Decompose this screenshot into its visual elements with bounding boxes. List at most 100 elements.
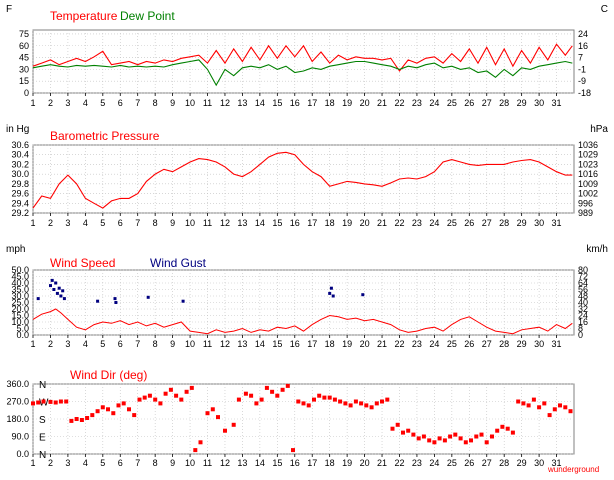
pressure-x-tick-label: 14 [255, 218, 265, 228]
temperature-x-tick-label: 23 [412, 98, 422, 108]
wind_dir-series-0-point [174, 393, 179, 398]
wind-x-tick-label: 1 [30, 339, 35, 349]
temperature-right-unit: C [601, 4, 608, 15]
wind_dir-series-0-point [48, 399, 53, 404]
pressure-y2-tick-label: 989 [578, 208, 593, 218]
wind-x-tick-label: 30 [534, 339, 544, 349]
wind_dir-series-0-point [153, 397, 158, 402]
wind_dir-series-0-point [205, 411, 210, 416]
pressure-x-tick-label: 22 [394, 218, 404, 228]
wind-series-1-point [52, 288, 56, 291]
temperature-x-tick-label: 27 [482, 98, 492, 108]
wind-x-tick-label: 19 [342, 339, 352, 349]
pressure-series-0-line [32, 151, 573, 209]
wind-series-1-point [55, 291, 59, 295]
pressure-x-tick-label: 3 [65, 218, 70, 228]
wind_dir-series-0-point [348, 403, 353, 408]
pressure-x-tick-label: 26 [464, 218, 474, 228]
temperature-x-tick-label: 22 [394, 98, 404, 108]
wind_dir-series-0-point [137, 397, 142, 402]
wind_dir-series-0-point [531, 397, 536, 402]
wind-series-1-point [61, 289, 65, 293]
temperature-x-tick-label: 15 [272, 98, 282, 108]
pressure-x-tick-label: 28 [499, 218, 509, 228]
wind_dir-series-0-point [53, 400, 58, 405]
wind_dir-series-0-point [275, 393, 280, 398]
wind-y-tick-label: 35.0 [11, 285, 29, 295]
wind-y-tick-label: 50.0 [11, 265, 29, 275]
wind_dir-x-tick-label: 27 [482, 458, 492, 468]
pressure-right-unit: hPa [590, 124, 608, 135]
temperature-series-0-line [32, 43, 573, 72]
temperature-x-tick-label: 17 [307, 98, 317, 108]
wind_dir-x-tick-label: 10 [185, 458, 195, 468]
wind_dir-x-tick-label: 20 [360, 458, 370, 468]
wind-x-tick-label: 6 [118, 339, 123, 349]
temperature-y-tick-label: 75 [19, 29, 29, 39]
wind-x-tick-label: 21 [377, 339, 387, 349]
wind_dir-y-tick-label: 0.0 [16, 449, 29, 459]
wind_dir-series-0-point [353, 399, 358, 404]
wind-x-tick-label: 27 [482, 339, 492, 349]
pressure-y-tick-label: 29.8 [11, 179, 29, 189]
wind_dir-series-0-point [142, 395, 147, 400]
wind_dir-series-0-point [495, 428, 500, 433]
wind-y-tick-label: 10.0 [11, 317, 29, 327]
pressure-x-tick-label: 13 [237, 218, 247, 228]
wind-legend-entry: Wind Speed [50, 256, 115, 270]
wind_dir-x-tick-label: 17 [307, 458, 317, 468]
pressure-y2-tick-label: 1023 [578, 159, 598, 169]
wind_dir-series-0-point [453, 432, 458, 437]
wind-x-tick-label: 24 [429, 339, 439, 349]
temperature-x-tick-label: 31 [552, 98, 562, 108]
wind_dir-series-0-point [285, 383, 290, 388]
wind_dir-series-0-point [100, 405, 105, 410]
wind-y2-tick-label: 8 [578, 324, 583, 334]
wind-y2-tick-label: 48 [578, 291, 588, 301]
wind_dir-series-0-point [58, 399, 63, 404]
wind_dir-series-0-point [184, 389, 189, 394]
temperature-left-unit: F [6, 4, 12, 15]
wind-x-tick-label: 2 [48, 339, 53, 349]
wind_dir-series-0-point [343, 401, 348, 406]
wind_dir-series-0-point [79, 418, 84, 422]
wind-x-tick-label: 31 [552, 339, 562, 349]
pressure-x-tick-label: 19 [342, 218, 352, 228]
wind_dir-x-tick-label: 6 [118, 458, 123, 468]
wind_dir-series-0-point [179, 397, 184, 402]
wind_dir-x-tick-label: 4 [83, 458, 88, 468]
pressure-y-tick-label: 30.2 [11, 159, 29, 169]
wind_dir-x-tick-label: 8 [153, 458, 158, 468]
wind_dir-series-0-point [64, 399, 69, 404]
wind_dir-series-0-point [158, 401, 163, 406]
wind_dir-x-tick-label: 7 [135, 458, 140, 468]
temperature-x-tick-label: 13 [237, 98, 247, 108]
wind-x-tick-label: 28 [499, 339, 509, 349]
wind-y-tick-label: 20.0 [11, 304, 29, 314]
wind_dir-series-0-point [458, 436, 463, 441]
wind_dir-series-0-point [216, 415, 220, 420]
wind-y-tick-label: 45.0 [11, 272, 29, 282]
pressure-x-tick-label: 27 [482, 218, 492, 228]
pressure-x-tick-label: 17 [307, 218, 317, 228]
wind_dir-y-tick-label: 90.0 [11, 432, 29, 442]
wind_dir-series-0-point [474, 434, 479, 439]
wind_dir-series-0-point [380, 399, 384, 404]
wind-x-tick-label: 9 [170, 339, 175, 349]
wind_dir-series-0-point [280, 387, 285, 392]
wind_dir-series-0-point [327, 395, 332, 400]
wind_dir-series-0-point [510, 430, 515, 435]
wind_dir-series-0-point [193, 448, 198, 453]
temperature-y-tick-label: 60 [19, 41, 29, 51]
wind-y-tick-label: 30.0 [11, 291, 29, 301]
pressure-y-tick-label: 30.6 [11, 140, 29, 150]
wind-legend-entry: Wind Gust [150, 256, 207, 270]
temperature-x-tick-label: 16 [290, 98, 300, 108]
wind_dir-series-0-point [479, 432, 484, 437]
wind-series-0-line [32, 308, 573, 335]
wind-series-1-point [146, 295, 150, 299]
wind-y2-tick-label: 64 [578, 278, 588, 288]
temperature-x-tick-label: 14 [255, 98, 265, 108]
wind_dir-y-tick-label: 270.0 [6, 397, 29, 407]
wind-series-1-point [181, 299, 185, 303]
